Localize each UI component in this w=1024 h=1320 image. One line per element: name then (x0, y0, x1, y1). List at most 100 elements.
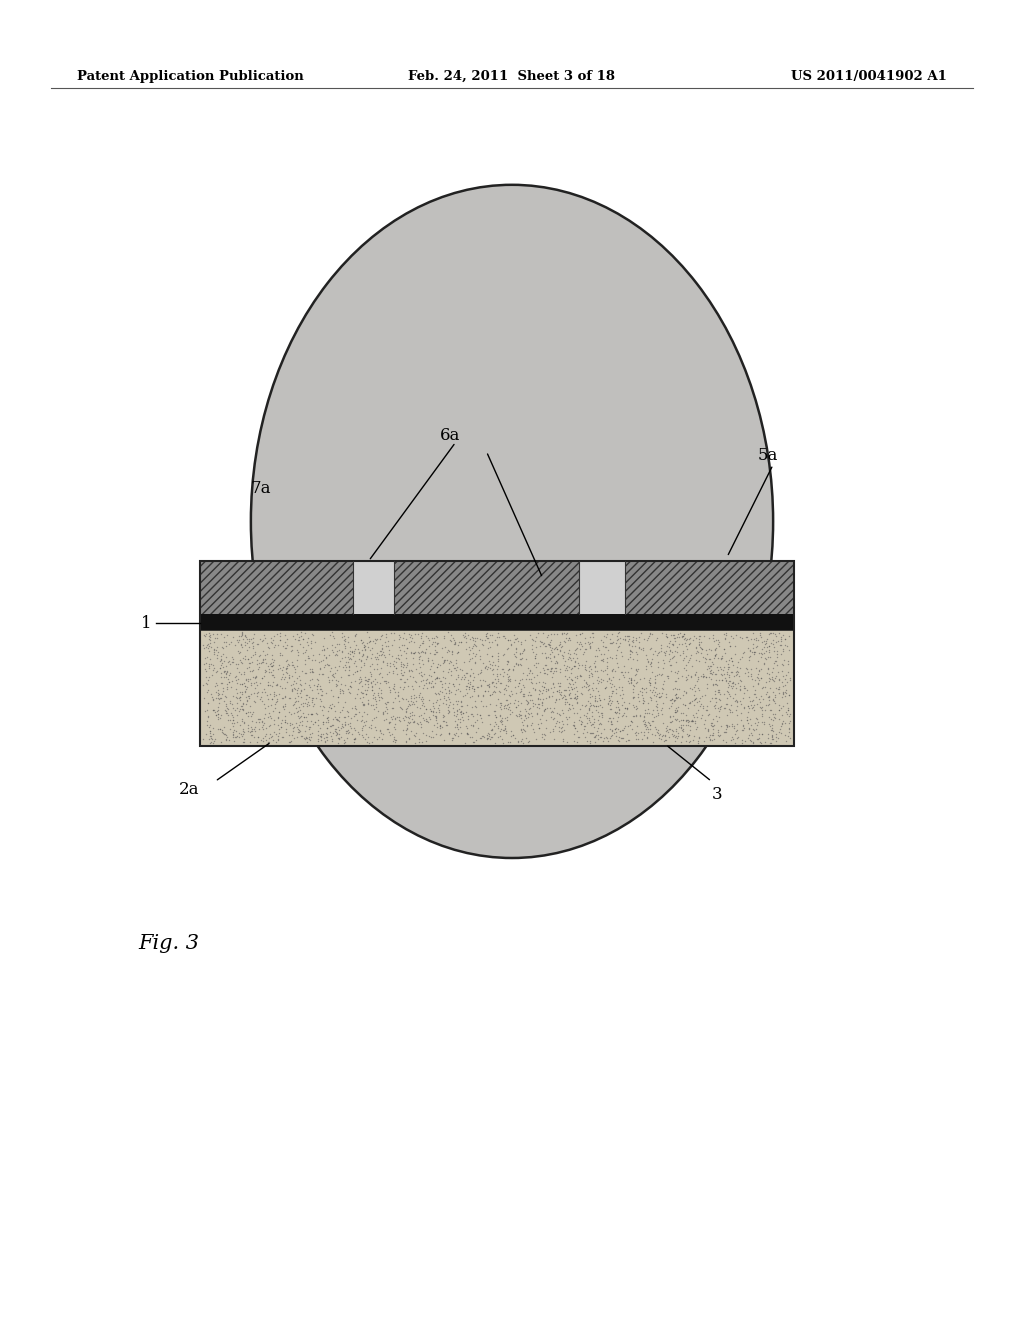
Point (403, 676, 420, 697)
Point (677, 694, 693, 715)
Point (428, 723, 444, 744)
Point (278, 718, 294, 739)
Point (536, 700, 552, 721)
Point (777, 628, 794, 649)
Point (756, 643, 772, 664)
Point (411, 647, 427, 668)
Point (399, 718, 416, 739)
Point (629, 649, 645, 671)
Point (591, 684, 607, 705)
Point (622, 640, 638, 661)
Point (520, 685, 537, 706)
Point (546, 697, 562, 718)
Point (592, 726, 608, 747)
Point (494, 710, 510, 731)
Point (626, 697, 642, 718)
Point (524, 696, 541, 717)
Point (614, 645, 631, 667)
Point (386, 729, 402, 750)
Point (522, 624, 539, 645)
Point (544, 701, 560, 722)
Point (360, 632, 377, 653)
Point (746, 711, 763, 733)
Point (746, 694, 763, 715)
Point (459, 682, 475, 704)
Point (342, 644, 358, 665)
Point (775, 681, 792, 702)
Point (524, 718, 541, 739)
Point (582, 711, 598, 733)
Point (699, 721, 716, 742)
Point (285, 694, 301, 715)
Point (295, 693, 311, 714)
Point (288, 672, 304, 693)
Point (492, 710, 508, 731)
Point (710, 648, 726, 669)
Point (537, 723, 553, 744)
Point (352, 630, 369, 651)
Point (582, 684, 598, 705)
Point (386, 630, 402, 651)
Point (665, 726, 681, 747)
Point (526, 667, 543, 688)
Point (470, 685, 486, 706)
Point (433, 671, 450, 692)
Point (693, 705, 710, 726)
Point (274, 726, 291, 747)
Point (453, 704, 469, 725)
Point (390, 690, 407, 711)
Point (657, 684, 674, 705)
Point (466, 667, 482, 688)
Point (471, 645, 487, 667)
Point (243, 721, 259, 742)
Point (338, 652, 354, 673)
Point (327, 700, 343, 721)
Point (780, 705, 797, 726)
Point (647, 668, 664, 689)
Point (484, 645, 501, 667)
Point (520, 702, 537, 723)
Point (641, 672, 657, 693)
Point (719, 681, 735, 702)
Point (435, 706, 452, 727)
Point (220, 710, 237, 731)
Point (254, 690, 270, 711)
Point (632, 681, 648, 702)
Point (335, 634, 351, 655)
Point (580, 678, 596, 700)
Point (626, 705, 642, 726)
Point (518, 648, 535, 669)
Point (762, 700, 778, 721)
Point (244, 718, 260, 739)
Point (284, 714, 300, 735)
Point (399, 711, 416, 733)
Point (682, 648, 698, 669)
Point (452, 711, 468, 733)
Point (603, 713, 620, 734)
Point (296, 678, 312, 700)
Point (596, 626, 612, 647)
Point (422, 643, 438, 664)
Point (347, 638, 364, 659)
Point (681, 634, 697, 655)
Point (687, 689, 703, 710)
Point (419, 669, 435, 690)
Point (723, 647, 739, 668)
Point (746, 684, 763, 705)
Point (610, 676, 627, 697)
Point (771, 671, 787, 692)
Point (462, 648, 478, 669)
Point (276, 638, 293, 659)
Point (701, 725, 718, 746)
Point (601, 668, 617, 689)
Point (516, 677, 532, 698)
Point (719, 717, 735, 738)
Point (646, 706, 663, 727)
Point (202, 721, 218, 742)
Point (237, 624, 253, 645)
Point (232, 626, 249, 647)
Point (625, 631, 641, 652)
Point (717, 628, 733, 649)
Point (249, 634, 265, 655)
Point (453, 702, 469, 723)
